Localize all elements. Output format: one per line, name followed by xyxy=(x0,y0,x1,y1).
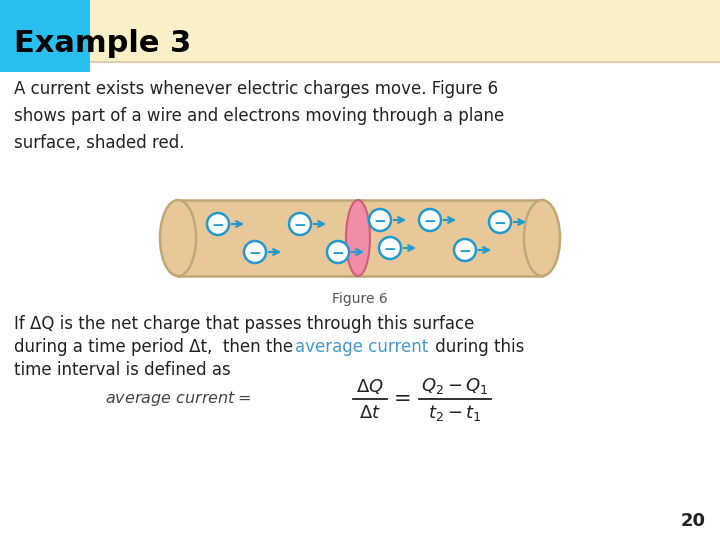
Circle shape xyxy=(489,211,511,233)
Circle shape xyxy=(289,213,311,235)
Circle shape xyxy=(369,209,391,231)
Text: −: − xyxy=(384,241,397,256)
Text: −: − xyxy=(374,213,387,228)
Circle shape xyxy=(454,239,476,261)
Text: −: − xyxy=(212,218,225,233)
Text: −: − xyxy=(248,246,261,260)
Text: average current: average current xyxy=(295,338,428,356)
Text: −: − xyxy=(294,218,307,233)
Ellipse shape xyxy=(524,200,560,276)
Text: −: − xyxy=(423,213,436,228)
Text: $\Delta Q$: $\Delta Q$ xyxy=(356,376,384,395)
Ellipse shape xyxy=(160,200,196,276)
Text: 20: 20 xyxy=(681,512,706,530)
Circle shape xyxy=(379,237,401,259)
Circle shape xyxy=(327,241,349,263)
Text: A current exists whenever electric charges move. Figure 6
shows part of a wire a: A current exists whenever electric charg… xyxy=(14,80,504,152)
Text: $\mathit{average\ current} =$: $\mathit{average\ current} =$ xyxy=(105,389,251,408)
Text: Example 3: Example 3 xyxy=(14,30,192,58)
Circle shape xyxy=(207,213,229,235)
Text: Figure 6: Figure 6 xyxy=(332,292,388,306)
Text: during a time period Δt,  then the: during a time period Δt, then the xyxy=(14,338,298,356)
Text: $t_2 - t_1$: $t_2 - t_1$ xyxy=(428,403,482,423)
Text: =: = xyxy=(394,389,412,409)
Bar xyxy=(178,200,542,276)
Text: $Q_2 - Q_1$: $Q_2 - Q_1$ xyxy=(421,376,489,396)
Circle shape xyxy=(419,209,441,231)
Ellipse shape xyxy=(346,200,370,276)
Circle shape xyxy=(244,241,266,263)
Text: $\Delta t$: $\Delta t$ xyxy=(359,404,381,422)
Text: during this: during this xyxy=(430,338,524,356)
Text: If ΔQ is the net charge that passes through this surface: If ΔQ is the net charge that passes thro… xyxy=(14,315,474,333)
Bar xyxy=(0,0,90,72)
Text: −: − xyxy=(332,246,344,260)
Bar xyxy=(0,0,720,62)
Text: −: − xyxy=(494,215,506,231)
Text: time interval is defined as: time interval is defined as xyxy=(14,361,230,379)
Text: −: − xyxy=(459,244,472,259)
